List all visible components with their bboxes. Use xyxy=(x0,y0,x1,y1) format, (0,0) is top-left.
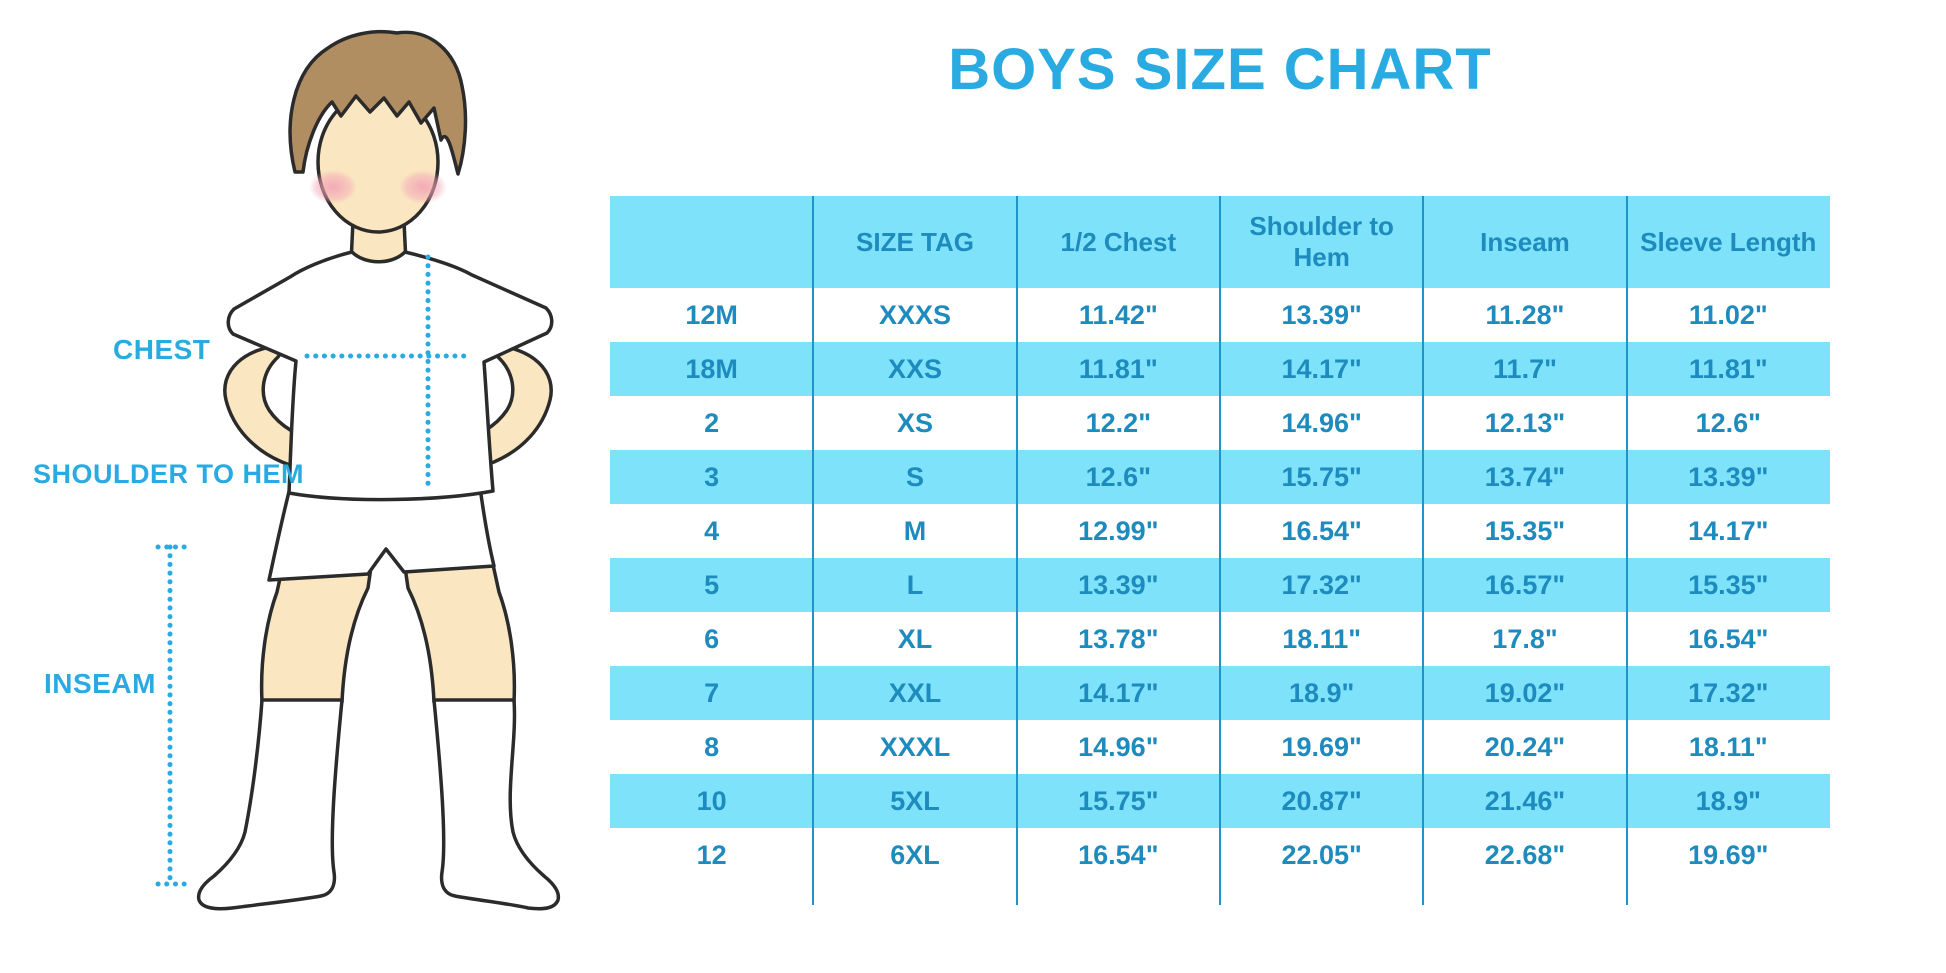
table-cell: 11.81" xyxy=(1688,353,1768,384)
table-cell: 4 xyxy=(704,515,720,546)
table-cell: 14.17" xyxy=(1688,515,1769,546)
table-cell: 16.57" xyxy=(1484,569,1566,600)
table-cell: 12.6" xyxy=(1695,407,1761,438)
column-divider xyxy=(812,196,815,905)
page-title: BOYS SIZE CHART xyxy=(948,37,1492,102)
header-cell-half-chest: 1/2 Chest xyxy=(1060,226,1177,257)
table-cell: 21.46" xyxy=(1484,785,1566,816)
right-leg-shape xyxy=(402,558,517,704)
column-divider xyxy=(1219,196,1221,905)
table-cell: 13.74" xyxy=(1484,461,1566,492)
table-cell: 14.96" xyxy=(1281,407,1362,438)
table-cell: 15.75" xyxy=(1078,785,1159,816)
table-cell: 7 xyxy=(704,677,720,708)
table-cell: 13.78" xyxy=(1078,623,1159,654)
table-cell: 11.02" xyxy=(1688,299,1768,330)
table-cell: 14.96" xyxy=(1078,731,1159,762)
left-leg-shape xyxy=(259,558,374,704)
table-cell: 13.39" xyxy=(1688,461,1769,492)
table-cell: 17.32" xyxy=(1281,569,1362,600)
table-cell: XXXL xyxy=(879,731,951,762)
measurement-dotted-lines xyxy=(155,254,471,887)
table-cell: 22.05" xyxy=(1281,839,1362,870)
table-cell: 11.81" xyxy=(1078,353,1158,384)
table-cell: 17.32" xyxy=(1688,677,1769,708)
column-divider xyxy=(1625,196,1628,905)
size-chart-table: SIZE TAG 1/2 Chest Shoulder to Hem Insea… xyxy=(610,196,1830,905)
table-cell: XS xyxy=(896,407,933,438)
table-cell: 16.54" xyxy=(1688,623,1769,654)
table-cell: 12 xyxy=(696,839,727,870)
table-cell: 16.54" xyxy=(1078,839,1159,870)
table-cell: 11.28" xyxy=(1485,299,1565,330)
table-cell: 11.7" xyxy=(1493,353,1557,384)
table-cell: 12.2" xyxy=(1085,407,1151,438)
header-cell-size-tag: SIZE TAG xyxy=(856,226,974,257)
measurement-diagram: CHEST SHOULDER TO HEM INSEAM xyxy=(0,0,610,973)
table-cell: 18.11" xyxy=(1282,623,1362,654)
table-cell: 18.11" xyxy=(1688,731,1768,762)
header-cell-sleeve-length: Sleeve Length xyxy=(1640,226,1817,257)
table-cell: 12.99" xyxy=(1078,515,1159,546)
table-cell: 12.6" xyxy=(1085,461,1151,492)
table-cell: XXXS xyxy=(878,299,952,330)
table-cell: 12M xyxy=(685,299,738,330)
tshirt-shape xyxy=(226,250,554,502)
table-cell: 2 xyxy=(704,407,720,438)
table-cell: 22.68" xyxy=(1484,839,1566,870)
table-cell: 19.69" xyxy=(1688,839,1769,870)
table-cell: 3 xyxy=(704,461,720,492)
column-divider xyxy=(1422,196,1425,905)
table-cell: 18M xyxy=(685,353,738,384)
table-cell: 17.8" xyxy=(1492,623,1558,654)
table-cell: 15.35" xyxy=(1484,515,1566,546)
table-cell: 18.9" xyxy=(1695,785,1761,816)
table-cell: 6 xyxy=(704,623,720,654)
right-sock-shape xyxy=(432,698,561,911)
table-cell: 15.75" xyxy=(1281,461,1362,492)
table-cell: 11.42" xyxy=(1078,299,1158,330)
table-cell: 13.39" xyxy=(1281,299,1362,330)
table-cell: 16.54" xyxy=(1281,515,1362,546)
left-blush xyxy=(309,170,357,204)
left-sock-shape xyxy=(196,698,344,911)
right-blush xyxy=(399,170,447,204)
table-cell: 19.69" xyxy=(1281,731,1362,762)
table-cell: 5XL xyxy=(890,785,940,816)
table-cell: 15.35" xyxy=(1688,569,1769,600)
table-cell: 14.17" xyxy=(1078,677,1159,708)
column-divider xyxy=(1015,196,1018,905)
table-cell: 14.17" xyxy=(1281,353,1362,384)
table-cell: M xyxy=(903,515,927,546)
table-cell: 8 xyxy=(704,731,720,762)
chest-label: CHEST xyxy=(113,334,211,365)
table-cell: 18.9" xyxy=(1288,677,1355,708)
table-cell: 20.87" xyxy=(1281,785,1362,816)
table-cell: 20.24" xyxy=(1484,731,1566,762)
table-cell: 12.13" xyxy=(1484,407,1566,438)
inseam-label: INSEAM xyxy=(44,668,156,699)
table-cell: 6XL xyxy=(890,839,940,870)
boy-figure-illustration xyxy=(155,29,561,911)
table-cell: XXL xyxy=(888,677,942,708)
table-cell: 13.39" xyxy=(1078,569,1159,600)
shoulder-to-hem-label: SHOULDER TO HEM xyxy=(33,459,305,489)
table-cell: 19.02" xyxy=(1484,677,1566,708)
table-cell: XXS xyxy=(887,353,942,384)
header-cell-blank xyxy=(610,196,813,288)
table-cell: S xyxy=(905,461,924,492)
hair-shape xyxy=(288,29,468,176)
table-cell: 10 xyxy=(696,785,727,816)
header-cell-shoulder-to-hem: Shoulder to Hem xyxy=(1249,211,1394,272)
table-cell: 5 xyxy=(704,569,720,600)
shorts-shape xyxy=(267,478,496,582)
header-cell-inseam: Inseam xyxy=(1480,226,1570,257)
table-cell: L xyxy=(906,569,924,600)
table-cell: XL xyxy=(897,623,933,654)
